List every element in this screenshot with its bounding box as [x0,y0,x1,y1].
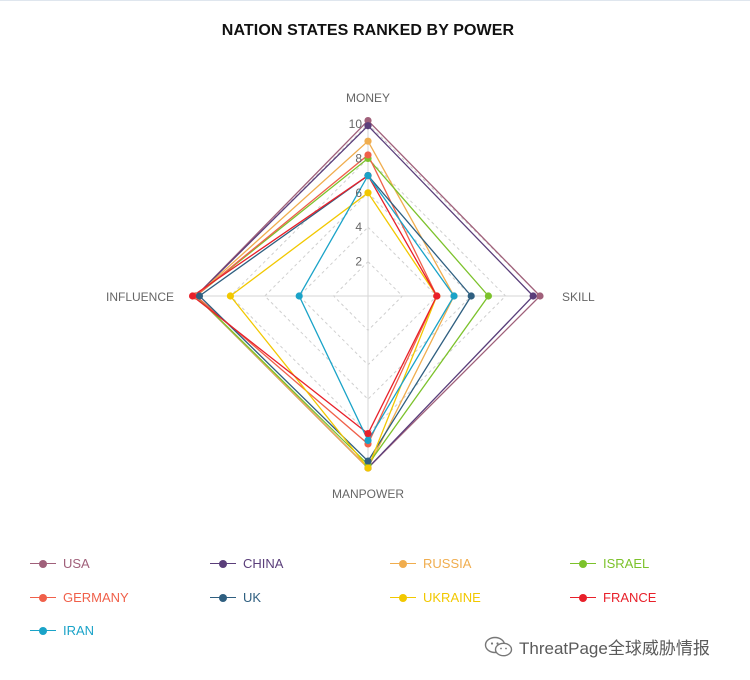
legend-label: USA [63,556,90,571]
data-point-france-manpower [364,430,372,438]
legend-marker-icon [390,593,416,603]
data-point-usa-money [364,116,372,125]
axis-label-influence: INFLUENCE [106,290,174,304]
legend-marker-icon [570,559,596,569]
legend-label: ISRAEL [603,556,650,571]
legend-item-china[interactable]: CHINA [210,556,283,571]
data-point-iran-money [364,172,372,180]
legend-item-iran[interactable]: IRAN [30,623,94,638]
data-point-france-influence [188,292,197,300]
legend-label: IRAN [63,623,95,638]
data-point-iran-skill [450,292,458,300]
data-point-ukraine-influence [226,292,234,300]
data-point-china-skill [529,292,537,300]
legend-marker-icon [570,593,596,603]
legend-label: CHINA [243,556,284,571]
legend-item-israel[interactable]: ISRAEL [570,556,649,571]
data-point-iran-influence [295,292,303,300]
axis-label-skill: SKILL [562,290,595,304]
tick-label-6: 6 [355,186,362,200]
data-point-china-money [364,122,372,130]
grid-ring-8 [229,157,507,435]
tick-label-8: 8 [355,151,362,165]
data-point-uk-skill [467,292,475,300]
data-point-germany-money [364,151,372,159]
legend-item-germany[interactable]: GERMANY [30,590,129,605]
grid-ring-6 [264,192,472,400]
legend-marker-icon [30,559,56,569]
legend-marker-icon [30,626,56,636]
legend-marker-icon [210,559,236,569]
series-line-china [195,124,535,469]
data-point-usa-skill [536,292,544,300]
legend-item-ukraine[interactable]: UKRAINE [390,590,481,605]
legend-label: FRANCE [603,590,657,605]
legend-marker-icon [390,559,416,569]
axis-label-manpower: MANPOWER [332,487,404,501]
legend-marker-icon [210,593,236,603]
data-point-uk-influence [195,292,204,300]
watermark: ThreatPage全球威胁情报 [484,634,710,659]
data-point-ukraine-manpower [364,464,372,472]
legend-item-france[interactable]: FRANCE [570,590,656,605]
legend-marker-icon [30,593,56,603]
legend-label: UKRAINE [423,590,481,605]
legend-label: GERMANY [63,590,129,605]
data-point-iran-manpower [364,436,372,445]
data-point-uk-manpower [364,457,372,465]
tick-label-10: 10 [349,117,363,131]
legend-label: UK [243,590,262,605]
series-line-uk [198,174,473,463]
legend-label: RUSSIA [423,556,472,571]
data-point-israel-skill [484,292,492,300]
data-point-russia-money [364,137,372,145]
wechat-icon [484,636,513,656]
tick-label-4: 4 [355,220,362,234]
top-border [0,0,750,1]
axis-label-money: MONEY [346,91,390,105]
data-point-ukraine-money [364,189,372,197]
legend-item-usa[interactable]: USA [30,556,90,571]
legend-item-uk[interactable]: UK [210,590,261,605]
tick-label-2: 2 [355,255,362,269]
watermark-text: ThreatPage全球威胁情报 [519,639,710,658]
chart-title: NATION STATES RANKED BY POWER [221,22,515,39]
legend-item-russia[interactable]: RUSSIA [390,556,471,571]
data-point-france-skill [433,292,441,300]
